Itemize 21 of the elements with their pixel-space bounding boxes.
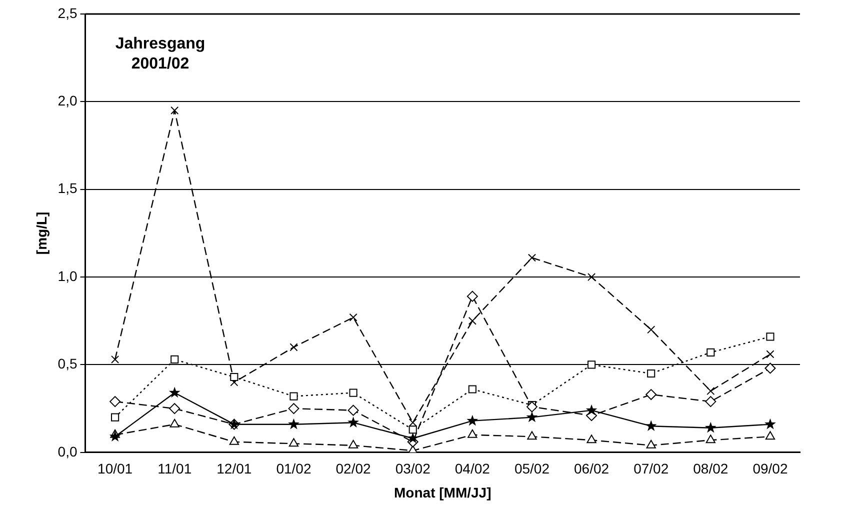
y-tick-label: 2,5: [58, 4, 78, 21]
x-tick-label: 09/02: [752, 460, 788, 477]
y-tick-label: 0,5: [58, 356, 78, 372]
x-tick-label: 04/02: [454, 460, 490, 477]
y-tick-label: 1,0: [58, 268, 78, 284]
x-tick-label: 11/01: [158, 460, 192, 477]
x-tick-label: 08/02: [693, 460, 728, 477]
y-tick-label: 2,0: [58, 92, 78, 109]
y-tick-label: 0,0: [58, 443, 78, 460]
x-tick-label: 02/02: [336, 460, 372, 477]
x-tick-label: 01/02: [276, 460, 312, 477]
x-tick-label: 06/02: [574, 460, 610, 477]
x-tick-label: 03/02: [395, 460, 431, 477]
x-tick-label: 10/01: [98, 460, 133, 477]
text: Jahresgang 2001/02: [115, 35, 206, 72]
y-tick-label: 1,5: [58, 180, 78, 196]
x-axis-title: Monat [MM/JJ]: [394, 484, 492, 500]
y-axis-title: [mg/L]: [33, 212, 50, 255]
x-tick-label: 05/02: [514, 460, 550, 477]
x-tick-label: 12/01: [216, 460, 252, 477]
x-tick-label: 07/02: [634, 460, 669, 477]
